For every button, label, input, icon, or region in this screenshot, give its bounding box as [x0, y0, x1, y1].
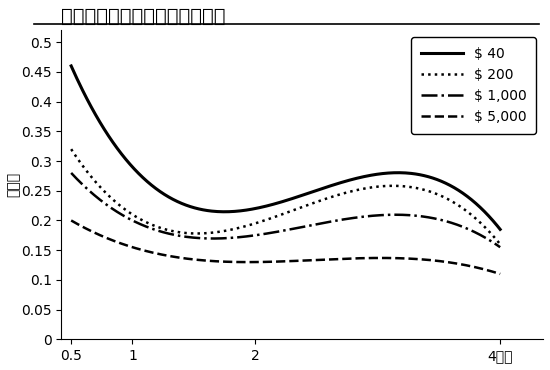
Text: 時期と金額の相関で見る割引率: 時期と金額の相関で見る割引率: [62, 7, 226, 26]
Y-axis label: 割引率: 割引率: [7, 172, 21, 197]
Legend: $ 40, $ 200, $ 1,000, $ 5,000: $ 40, $ 200, $ 1,000, $ 5,000: [411, 37, 536, 134]
